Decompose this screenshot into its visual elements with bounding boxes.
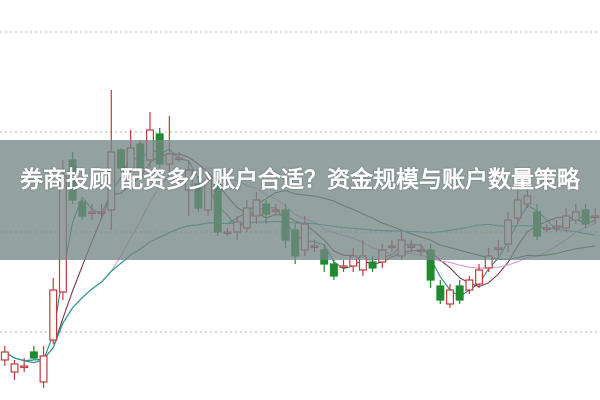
candle-body bbox=[368, 261, 377, 269]
candle-body bbox=[0, 351, 9, 361]
candle-body bbox=[20, 365, 29, 369]
candle-body bbox=[475, 269, 484, 285]
candle-body bbox=[329, 263, 338, 277]
candle-body bbox=[49, 289, 58, 341]
candle-body bbox=[455, 285, 464, 301]
article-title: 券商投顾 配资多少账户合适？资金规模与账户数量策略 bbox=[19, 167, 580, 193]
candle-body bbox=[436, 285, 445, 301]
candle-body bbox=[446, 289, 454, 305]
candle-body bbox=[339, 265, 348, 269]
title-overlay-band bbox=[0, 140, 600, 260]
candle-body bbox=[29, 351, 38, 359]
candle-body bbox=[465, 279, 474, 291]
candle-body bbox=[10, 363, 19, 373]
candle-body bbox=[39, 355, 48, 383]
